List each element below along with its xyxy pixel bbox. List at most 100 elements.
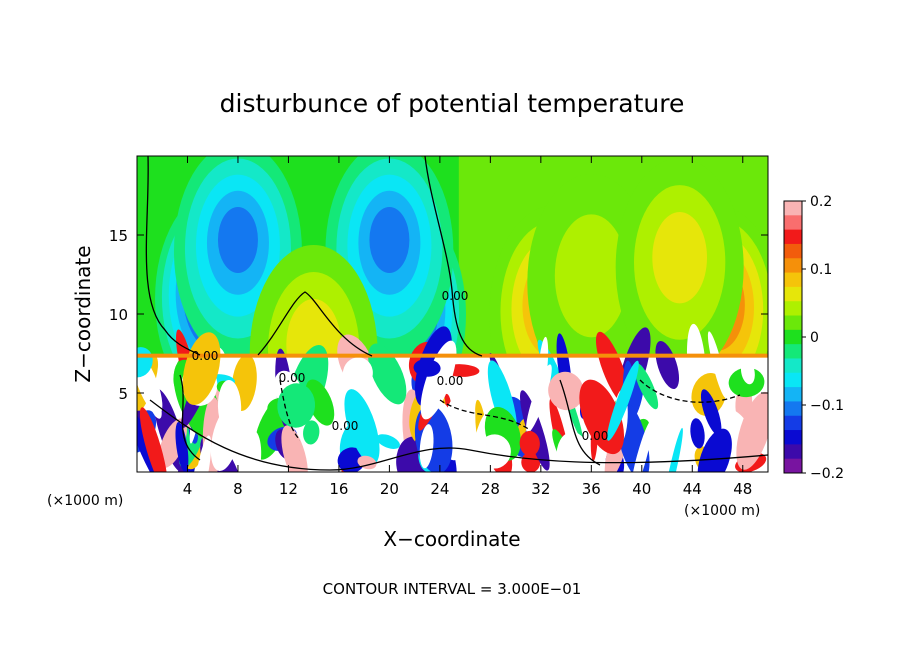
colorbar-swatch [784, 430, 802, 445]
colorbar-tick-label: 0.1 [810, 262, 832, 278]
lower-eddy [303, 420, 320, 445]
lower-eddy [368, 343, 407, 405]
x-tick-label: 16 [329, 480, 348, 498]
colorbar-tick-label: −0.2 [810, 466, 844, 482]
lower-eddy [595, 331, 630, 405]
colorbar-swatch [784, 301, 802, 317]
lower-eddy [521, 452, 541, 472]
x-tick-label: 28 [481, 480, 500, 498]
colorbar-swatch [784, 215, 802, 231]
y-tick-label: 10 [109, 306, 128, 324]
lower-eddy [630, 420, 653, 472]
y-tick-label: 15 [109, 227, 128, 245]
lower-eddy [537, 336, 549, 397]
contour-label: 0.00 [192, 349, 219, 363]
x-tick-label: 36 [582, 480, 601, 498]
chart-title: disturbunce of potential temperature [220, 89, 685, 118]
lower-eddy [194, 435, 212, 472]
colorbar-swatch [784, 444, 802, 460]
lower-eddy [559, 460, 594, 472]
x-unit-right: (×1000 m) [684, 503, 760, 519]
lower-eddy [281, 425, 308, 472]
lower-eddy [707, 331, 727, 398]
lower-eddy [478, 434, 511, 469]
y-tick-label: 5 [118, 385, 128, 403]
lower-eddy [736, 391, 768, 470]
contour-label: 0.00 [279, 371, 306, 385]
contour-negative-2 [439, 399, 531, 431]
lower-eddy [217, 379, 242, 434]
colorbar-swatch [784, 315, 802, 331]
contour-zero-left [145, 156, 201, 356]
lower-eddy [700, 389, 722, 436]
lower-eddy [420, 340, 457, 420]
lower-eddy [344, 389, 380, 465]
x-tick-label: 12 [279, 480, 298, 498]
x-tick-label: 44 [683, 480, 702, 498]
contour-negative-1 [279, 379, 301, 441]
lower-eddy [342, 357, 373, 390]
colorbar-swatch [784, 401, 802, 417]
lower-eddy [690, 418, 705, 449]
x-axis-label: X−coordinate [383, 527, 520, 551]
lower-eddy [520, 390, 550, 471]
lower-eddy [652, 430, 670, 472]
field-plume-5-level-1 [554, 214, 628, 338]
x-tick-label: 4 [183, 480, 193, 498]
contour-negative-3 [639, 379, 741, 403]
contour-zero-lower [149, 399, 768, 471]
lower-eddy [548, 371, 584, 411]
lower-eddy [277, 383, 316, 428]
plot-area: 0.00 0.00 0.00 0.00 0.00 0.00 [137, 156, 768, 472]
contour-zero-hill [257, 291, 373, 357]
contour-lines: 0.00 0.00 0.00 0.00 0.00 0.00 [145, 156, 768, 471]
colorbar-swatch [784, 329, 802, 345]
lower-eddy [175, 421, 189, 472]
colorbar-swatch [784, 258, 802, 274]
colorbar-tick-label: 0.2 [810, 194, 832, 210]
lower-eddy [419, 424, 434, 469]
lower-eddy [663, 427, 683, 472]
contour-lower-2 [559, 379, 601, 466]
x-tick-label: 24 [430, 480, 449, 498]
x-tick-label: 20 [380, 480, 399, 498]
y-axis-label: Z−coordinate [71, 245, 95, 382]
contour-interval-footer: CONTOUR INTERVAL = 3.000E−01 [323, 580, 582, 598]
colorbar-swatch [784, 243, 802, 259]
y-axis-ticks: 5 10 15 [109, 227, 768, 403]
colorbar-swatch [784, 372, 802, 388]
lower-eddy [376, 434, 400, 449]
colorbar-swatch [784, 415, 802, 431]
field-plume-3-level-4 [369, 206, 410, 273]
lower-eddy [740, 359, 755, 385]
contour-zero-mid [424, 156, 483, 357]
x-tick-label: 48 [733, 480, 752, 498]
lower-eddy [182, 332, 221, 406]
field-plume-1-level-4 [217, 206, 258, 273]
colorbar-swatch [784, 229, 802, 245]
colorbar: 0.2 0.1 0 −0.1 −0.2 [783, 194, 844, 482]
lower-eddy [607, 360, 639, 441]
x-unit-left: (×1000 m) [47, 493, 123, 509]
colorbar-tick-label: 0 [810, 330, 819, 346]
contour-label: 0.00 [437, 374, 464, 388]
colorbar-swatch [784, 286, 802, 302]
x-axis-ticks: 4 8 12 16 20 24 28 32 36 40 44 48 [183, 156, 752, 498]
x-tick-label: 8 [233, 480, 243, 498]
contour-label: 0.00 [332, 419, 359, 433]
interface-band [137, 353, 768, 358]
x-tick-label: 40 [632, 480, 651, 498]
lower-eddy [519, 430, 540, 456]
colorbar-swatch [784, 201, 802, 216]
colorbar-swatch [784, 358, 802, 374]
colorbar-swatch [784, 458, 802, 474]
colorbar-swatch [784, 344, 802, 359]
x-tick-label: 32 [531, 480, 550, 498]
lower-eddy [413, 359, 441, 377]
contour-label: 0.00 [582, 429, 609, 443]
lower-eddy [139, 407, 168, 472]
field-plume-7-level-2 [652, 211, 707, 304]
colorbar-swatch [784, 272, 802, 288]
contour-lower-1 [179, 374, 201, 461]
